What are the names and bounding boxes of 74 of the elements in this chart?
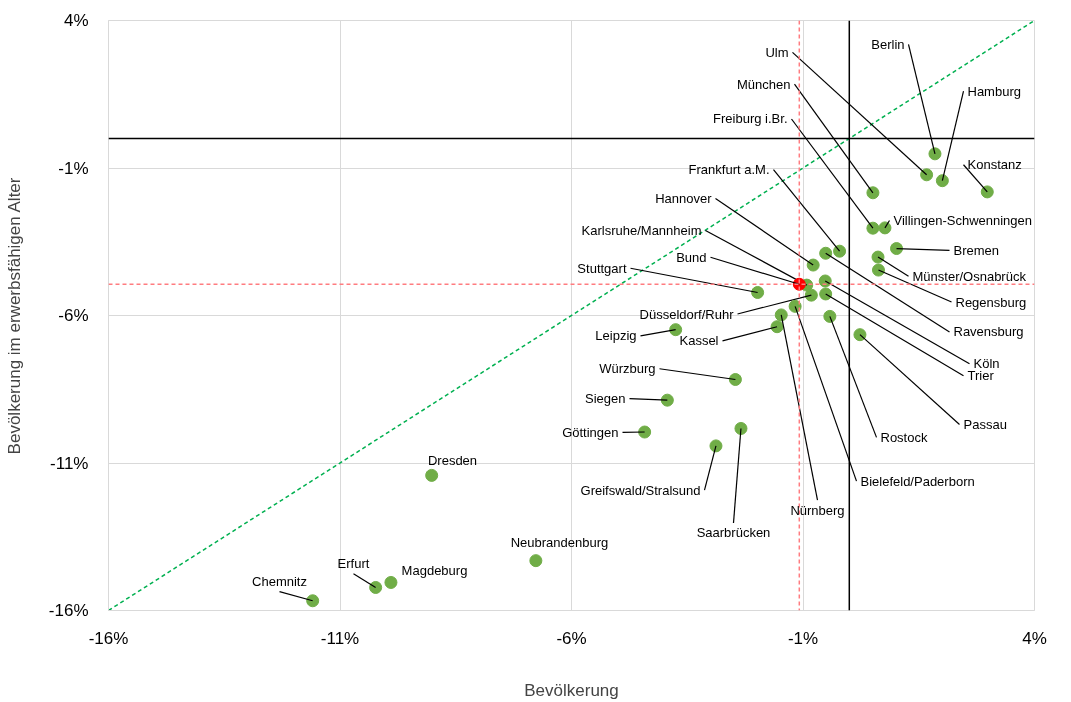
text: Bremen: [953, 242, 1000, 258]
text: Saarbrücken: [696, 525, 771, 541]
text: Nürnberg: [790, 502, 845, 518]
y-tick-label: -11%: [50, 453, 89, 473]
point: [819, 287, 833, 301]
text: Passau: [963, 416, 1007, 432]
text: Freiburg i.Br.: [713, 111, 788, 127]
series-label: Neubrandenburg: [510, 535, 609, 551]
point: [928, 147, 942, 161]
series-label: Dresden: [427, 452, 478, 468]
text: Münster/Osnabrück: [912, 268, 1027, 284]
point: [751, 286, 765, 299]
x-tick-label: -16%: [88, 628, 129, 648]
series-label: Chemnitz: [252, 574, 307, 590]
point: [853, 328, 867, 342]
point: [871, 263, 885, 277]
point: [384, 575, 398, 589]
point: [866, 186, 880, 200]
text: Kassel: [679, 333, 719, 349]
point: [890, 242, 904, 256]
point: [871, 250, 885, 264]
series-label: Villingen-Schwenningen: [893, 212, 1033, 228]
text: Hamburg: [967, 83, 1021, 99]
x-tick-label: -1%: [787, 628, 819, 648]
text: Siegen: [585, 391, 626, 407]
y-tick-label: 4%: [63, 11, 89, 30]
series-label: Konstanz: [967, 157, 1022, 173]
point: [770, 320, 784, 334]
text: Berlin: [871, 36, 905, 52]
point: [935, 174, 949, 188]
point: [425, 468, 439, 482]
text: Bund: [676, 249, 707, 265]
x-tick-label: -6%: [556, 628, 587, 648]
text: Frankfurt a.M.: [688, 162, 770, 178]
point: [878, 221, 892, 235]
text: Würzburg: [599, 361, 656, 377]
point: [833, 244, 847, 258]
text: Düsseldorf/Ruhr: [639, 306, 735, 322]
text: Hannover: [655, 191, 713, 207]
text: Ulm: [765, 44, 789, 60]
point: [866, 221, 880, 235]
text: Karlsruhe/Mannheim: [581, 222, 702, 238]
x-tick-label: -11%: [320, 628, 360, 648]
text: Regensburg: [955, 294, 1027, 310]
point: [819, 246, 833, 260]
point: [806, 258, 820, 272]
text: Rostock: [880, 429, 928, 445]
y-tick-label: -16%: [48, 601, 89, 620]
point: [774, 308, 788, 322]
text: München: [737, 76, 791, 92]
text: Ravensburg: [953, 324, 1024, 340]
text: Leipzig: [595, 328, 637, 344]
point: [804, 288, 818, 302]
text: Bielefeld/Paderborn: [860, 473, 975, 489]
text: Stuttgart: [577, 260, 627, 276]
point: [823, 309, 837, 323]
y-tick-label: -6%: [58, 306, 89, 325]
y-axis-title: Bevölkerung im erwerbsfähigen Alter: [4, 177, 24, 455]
x-tick-label: 4%: [1022, 628, 1047, 648]
point: [728, 373, 742, 386]
point: [734, 422, 748, 435]
point: [669, 323, 683, 337]
y-tick-label: -1%: [58, 158, 89, 178]
point: [980, 185, 994, 199]
point: [369, 581, 383, 594]
text: Greifswald/Stralsund: [580, 482, 701, 498]
series-label: Magdeburg: [401, 563, 468, 579]
series-label: Göttingen: [562, 424, 619, 440]
x-axis-title: Bevölkerung: [524, 680, 619, 700]
point: [529, 554, 543, 568]
series-label: Erfurt: [337, 556, 370, 572]
point: [920, 168, 934, 182]
point: [306, 594, 320, 608]
point: [709, 439, 723, 453]
